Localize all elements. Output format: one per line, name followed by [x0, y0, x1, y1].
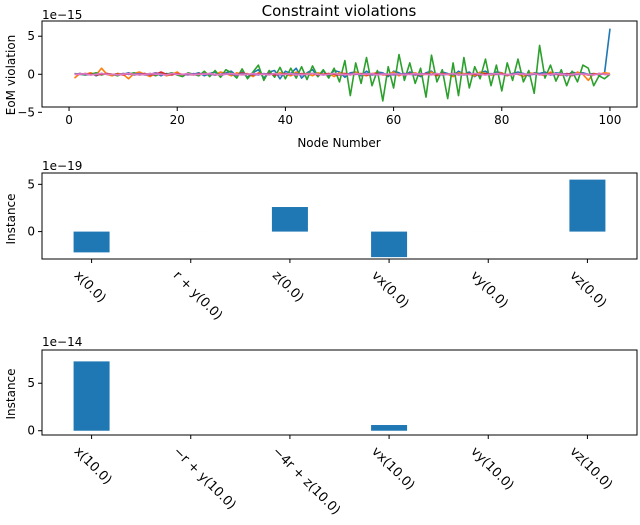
series-line	[74, 72, 610, 76]
x-tick-label: vx(10.0)	[368, 444, 417, 493]
x-tick-label: x(0.0)	[71, 268, 109, 306]
line-series-group	[73, 28, 611, 102]
bar	[371, 425, 408, 431]
bar	[371, 231, 408, 258]
x-tick-label: vz(0.0)	[567, 268, 610, 311]
x-tick-label: vz(10.0)	[567, 444, 616, 493]
x-tick-label: 40	[278, 113, 293, 127]
plot-frame	[41, 172, 638, 260]
x-tick-label: 0	[65, 113, 73, 127]
offset-text: 1e−15	[42, 8, 82, 22]
x-axis-label: Node Number	[297, 136, 380, 150]
bar	[271, 207, 308, 232]
y-tick-label: 0	[27, 67, 35, 81]
x-tick-label: 80	[494, 113, 509, 127]
axes-ticks: 0 20 40 60 80 100 −5 0 5	[17, 29, 621, 127]
axes-ticks: x(10.0) −r + y(10.0) −4r + z(10.0) vx(10.0)…	[27, 376, 615, 518]
plot-frame	[41, 349, 638, 436]
x-tick-label: vy(10.0)	[467, 444, 516, 493]
x-tick-label: vx(0.0)	[368, 268, 411, 311]
bar-group	[73, 179, 606, 258]
y-axis-label: Instance	[4, 193, 18, 244]
x-tick-label: −r + y(10.0)	[170, 444, 239, 513]
x-tick-label: −4r + z(10.0)	[269, 444, 343, 518]
plot-frame	[41, 20, 638, 108]
x-tick-label: 60	[386, 113, 401, 127]
y-tick-label: 5	[27, 29, 35, 43]
y-tick-label: 5	[27, 376, 35, 390]
y-tick-label: 0	[27, 225, 35, 239]
bar	[73, 361, 110, 431]
bar-group	[73, 361, 606, 431]
x-tick-label: 100	[599, 113, 622, 127]
y-tick-label: 5	[27, 177, 35, 191]
x-tick-label: r + y(0.0)	[170, 268, 225, 323]
axes-ticks: x(0.0) r + y(0.0) z(0.0) vx(0.0) vy(0.0) vz(0…	[27, 177, 609, 323]
offset-text: 1e−19	[42, 159, 82, 173]
x-tick-label: z(0.0)	[269, 268, 306, 305]
bar	[73, 231, 110, 253]
y-axis-label: Instance	[4, 368, 18, 419]
offset-text: 1e−14	[42, 335, 82, 349]
x-tick-label: vy(0.0)	[467, 268, 510, 311]
y-tick-label: −5	[17, 105, 35, 119]
y-axis-label: EoM violation	[4, 35, 18, 116]
x-tick-label: x(10.0)	[71, 444, 115, 488]
y-tick-label: 0	[27, 424, 35, 438]
chart-title: Constraint violations	[262, 2, 417, 20]
x-tick-label: 20	[170, 113, 185, 127]
bar	[569, 179, 606, 232]
